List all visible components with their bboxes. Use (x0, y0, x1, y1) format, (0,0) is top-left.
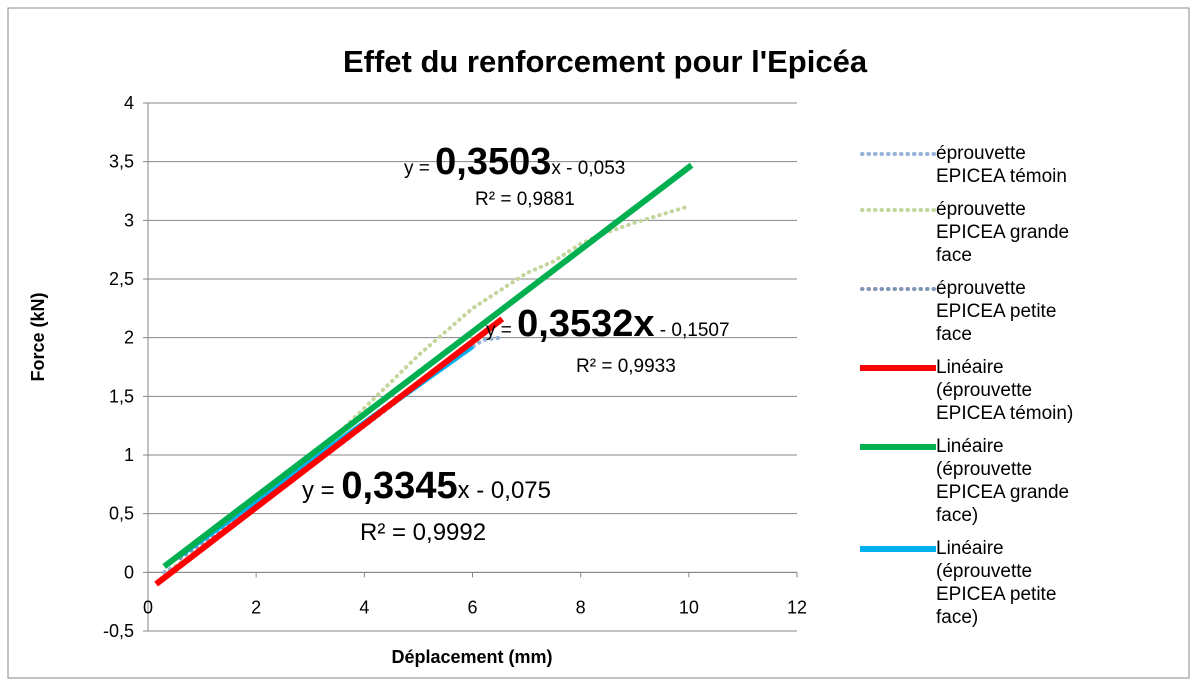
legend-label: éprouvette EPICEA témoin (936, 143, 1067, 187)
x-tick-label: 10 (679, 597, 699, 617)
y-tick-label: 0,5 (109, 504, 134, 524)
chart-border (7, 7, 1190, 679)
legend-swatch (860, 287, 936, 291)
legend-item: éprouvette EPICEA grande face (858, 198, 1094, 267)
equation: y = 0,3532x - 0,1507 (486, 303, 730, 345)
equation-suffix: x - 0,075 (458, 477, 551, 504)
x-tick-label: 2 (251, 597, 261, 617)
x-tick-label: 12 (787, 597, 807, 617)
y-tick-label: 3,5 (109, 152, 134, 172)
legend-swatch (860, 546, 936, 552)
r-squared: R² = 0,9992 (360, 519, 486, 546)
chart-title: Effet du renforcement pour l'Epicéa (343, 44, 868, 79)
legend-label: Linéaire (éprouvette EPICEA grande face) (936, 436, 1070, 526)
r-squared: R² = 0,9881 (475, 189, 575, 210)
legend-item: éprouvette EPICEA témoin (858, 142, 1094, 188)
equation-suffix: x - 0,053 (551, 158, 625, 179)
legend-swatch (860, 208, 936, 212)
x-axis-title: Déplacement (mm) (391, 647, 552, 667)
y-tick-label: -0,5 (103, 621, 134, 641)
legend-label: éprouvette EPICEA grande face (936, 199, 1070, 266)
y-tick-label: 2 (124, 328, 134, 348)
equation-prefix: y = (404, 158, 435, 179)
y-tick-label: 1 (124, 445, 134, 465)
legend-label: Linéaire (éprouvette EPICEA témoin) (936, 357, 1074, 424)
legend-swatch (860, 444, 936, 450)
y-tick-label: 0 (124, 562, 134, 582)
equation: y = 0,3345x - 0,075 (302, 465, 551, 507)
equation-prefix: y = (486, 320, 517, 341)
x-tick-label: 4 (359, 597, 369, 617)
series-line (162, 162, 694, 569)
legend-label: Linéaire (éprouvette EPICEA petite face) (936, 538, 1057, 628)
y-tick-label: 4 (124, 93, 134, 113)
y-tick-label: 3 (124, 210, 134, 230)
legend-swatch (860, 365, 936, 371)
equation-prefix: y = (302, 477, 341, 504)
equation: y = 0,3503x - 0,053 (404, 141, 625, 183)
legend-label: éprouvette EPICEA petite face (936, 278, 1057, 345)
legend: éprouvette EPICEA témoin éprouvette EPICE… (858, 142, 1094, 639)
series-line (154, 316, 505, 587)
equation-slope: 0,3532x (517, 303, 654, 345)
legend-item: Linéaire (éprouvette EPICEA petite face) (858, 537, 1094, 629)
x-tick-label: 8 (576, 597, 586, 617)
y-tick-label: 2,5 (109, 269, 134, 289)
equation-slope: 0,3503 (435, 141, 551, 183)
y-axis-title: Force (kN) (28, 292, 48, 381)
r-squared: R² = 0,9933 (576, 356, 676, 377)
equation-slope: 0,3345 (341, 465, 457, 507)
legend-item: éprouvette EPICEA petite face (858, 277, 1094, 346)
legend-item: Linéaire (éprouvette EPICEA grande face) (858, 435, 1094, 527)
y-tick-label: 1,5 (109, 386, 134, 406)
legend-item: Linéaire (éprouvette EPICEA témoin) (858, 356, 1094, 425)
x-tick-label: 6 (467, 597, 477, 617)
equation-suffix: - 0,1507 (655, 320, 730, 341)
legend-swatch (860, 152, 936, 156)
x-tick-label: 0 (143, 597, 153, 617)
